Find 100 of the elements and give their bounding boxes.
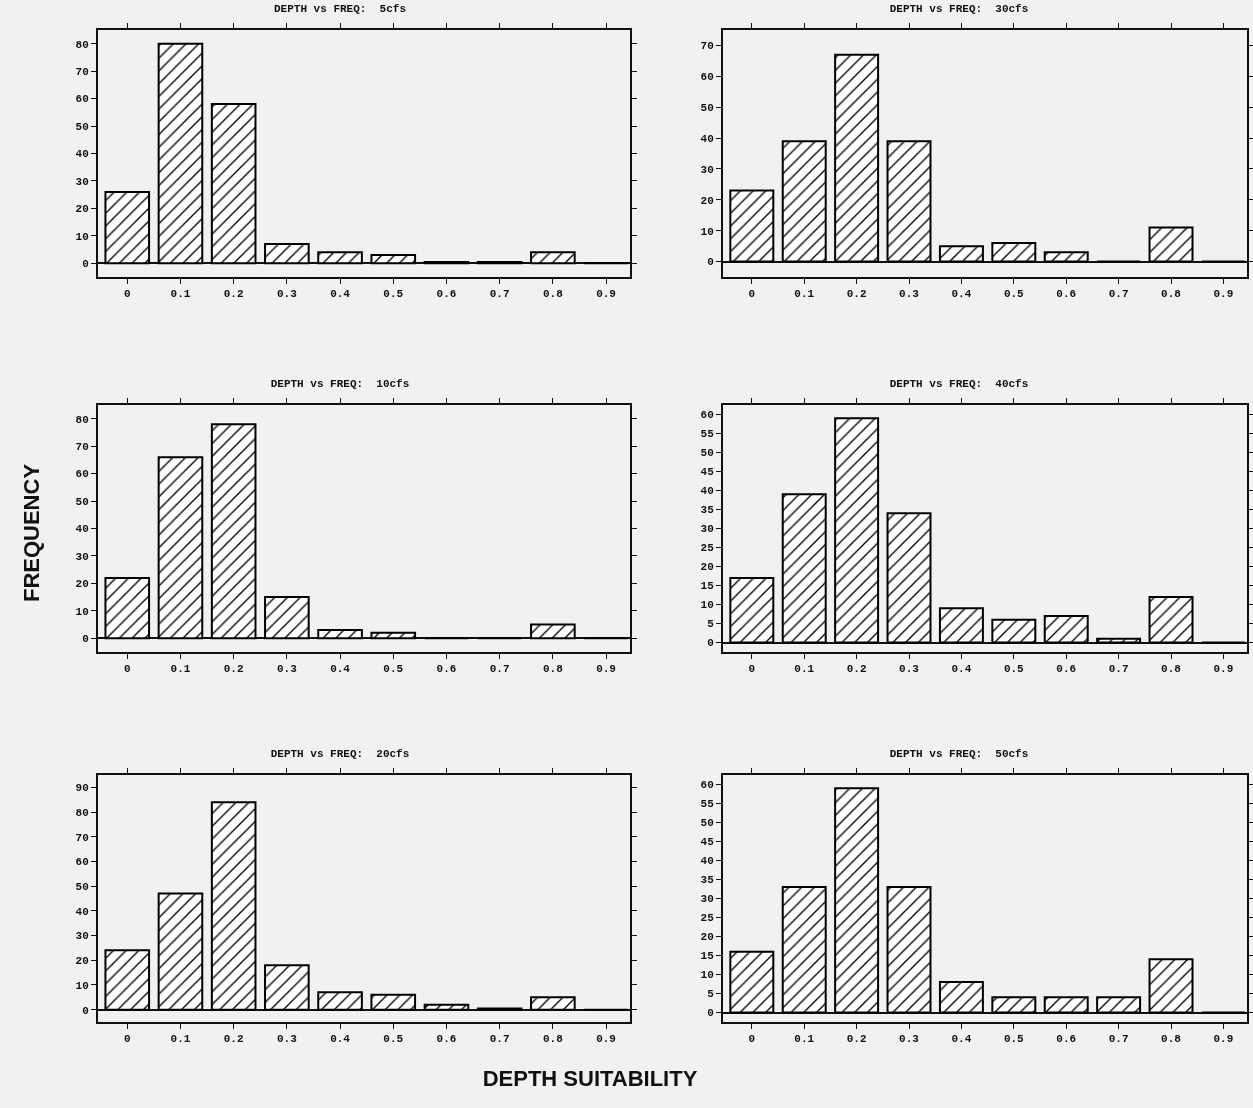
chart-title: DEPTH vs FREQ: 10cfs xyxy=(270,378,410,391)
bar xyxy=(729,189,775,263)
y-tick-label: 80 xyxy=(75,38,89,51)
x-tick-label: 0.5 xyxy=(1003,663,1025,676)
x-tick-label: 0.6 xyxy=(1056,288,1077,301)
y-tick-label: 40 xyxy=(700,855,714,868)
y-tick-label: 20 xyxy=(700,931,714,944)
x-tick-label: 0.2 xyxy=(846,288,867,301)
bar xyxy=(1148,595,1194,644)
y-tick-label: 5 xyxy=(707,618,715,631)
bar xyxy=(938,607,984,644)
y-tick-label: 60 xyxy=(75,93,89,106)
y-tick-label: 45 xyxy=(700,466,715,479)
bar xyxy=(991,996,1037,1014)
x-tick-label: 0.2 xyxy=(223,663,244,676)
y-tick-label: 0 xyxy=(707,1007,714,1020)
bar xyxy=(210,801,257,1011)
x-tick-label: 0.5 xyxy=(383,288,404,301)
x-tick-label: 0.2 xyxy=(846,1033,867,1046)
bar xyxy=(938,981,984,1014)
y-tick-label: 25 xyxy=(700,542,715,555)
y-tick-label: 30 xyxy=(700,893,714,906)
x-tick-label: 0.8 xyxy=(1161,288,1182,301)
y-tick-label: 70 xyxy=(75,66,89,79)
bar xyxy=(991,242,1037,263)
chart-title: DEPTH vs FREQ: 30cfs xyxy=(889,3,1029,16)
x-tick-label: 0.5 xyxy=(383,1033,404,1046)
y-tick-label: 20 xyxy=(75,203,89,216)
y-tick-label: 20 xyxy=(75,955,89,968)
y-tick-label: 40 xyxy=(75,523,89,536)
y-tick-label: 60 xyxy=(700,71,714,84)
x-tick-label: 0.2 xyxy=(846,663,867,676)
bar xyxy=(210,423,257,640)
x-tick-label: 0.3 xyxy=(276,663,298,676)
bar xyxy=(1043,614,1089,644)
bar xyxy=(264,964,310,1011)
x-tick-label: 0.7 xyxy=(1108,663,1129,676)
x-tick-label: 0.5 xyxy=(383,663,404,676)
x-tick-label: 0.6 xyxy=(1056,663,1077,676)
y-tick-label: 0 xyxy=(82,1004,89,1017)
bar xyxy=(370,993,417,1011)
y-tick-label: 50 xyxy=(700,817,714,830)
y-tick-label: 5 xyxy=(707,988,715,1001)
x-tick-label: 0.6 xyxy=(1056,1033,1077,1046)
y-tick-label: 35 xyxy=(700,874,715,887)
y-tick-label: 50 xyxy=(75,881,89,893)
x-tick-label: 0.4 xyxy=(330,663,351,676)
y-tick-label: 40 xyxy=(75,905,89,918)
x-tick-label: 0.7 xyxy=(489,1033,510,1046)
bar xyxy=(317,991,363,1011)
x-tick-label: 0.4 xyxy=(951,288,972,301)
bar xyxy=(264,243,310,265)
bar xyxy=(530,996,576,1011)
bar xyxy=(781,493,827,644)
bar xyxy=(157,456,204,640)
chart-title: DEPTH vs FREQ: 20cfs xyxy=(270,748,410,761)
y-tick-label: 30 xyxy=(75,550,89,563)
y-tick-label: 10 xyxy=(700,969,714,982)
y-tick-label: 60 xyxy=(700,409,714,422)
y-tick-label: 30 xyxy=(700,523,714,536)
x-tick-label: 0.4 xyxy=(330,288,351,301)
x-tick-label: 0.1 xyxy=(170,288,191,301)
bar xyxy=(834,787,880,1014)
x-tick-label: 0.9 xyxy=(596,288,616,301)
x-tick-label: 0.6 xyxy=(436,663,457,676)
bar xyxy=(157,42,204,265)
bar xyxy=(157,892,204,1011)
y-tick-label: 60 xyxy=(700,779,714,792)
bar xyxy=(1096,996,1142,1014)
x-tick-label: 0.9 xyxy=(1213,663,1234,676)
y-tick-label: 80 xyxy=(75,413,89,426)
x-tick-label: 0.2 xyxy=(223,1033,244,1046)
y-tick-label: 70 xyxy=(75,441,89,454)
bar xyxy=(886,512,932,644)
x-tick-label: 0 xyxy=(123,288,131,301)
y-tick-label: 0 xyxy=(707,256,714,269)
bar xyxy=(834,53,880,263)
y-tick-label: 10 xyxy=(700,599,714,612)
x-tick-label: 0.3 xyxy=(276,1033,298,1046)
y-tick-label: 10 xyxy=(75,979,89,992)
bar xyxy=(886,886,932,1014)
x-tick-label: 0.5 xyxy=(1003,288,1025,301)
x-tick-label: 0.8 xyxy=(542,1033,564,1046)
y-tick-label: 20 xyxy=(700,561,714,574)
y-tick-label: 40 xyxy=(700,485,714,498)
y-tick-label: 40 xyxy=(75,148,89,161)
y-tick-label: 20 xyxy=(700,194,714,207)
x-tick-label: 0.1 xyxy=(170,1033,191,1046)
x-tick-label: 0.2 xyxy=(223,288,244,301)
x-tick-label: 0 xyxy=(123,663,131,676)
y-tick-label: 10 xyxy=(75,605,89,618)
chart-title: DEPTH vs FREQ: 40cfs xyxy=(889,378,1029,391)
x-tick-label: 0 xyxy=(748,1033,756,1046)
y-tick-label: 0 xyxy=(707,637,714,650)
x-tick-label: 0.5 xyxy=(1003,1033,1025,1046)
bar xyxy=(991,618,1037,644)
x-tick-label: 0.1 xyxy=(170,663,191,676)
bar xyxy=(1043,996,1089,1014)
y-tick-label: 60 xyxy=(75,856,89,869)
y-tick-label: 90 xyxy=(75,782,89,795)
